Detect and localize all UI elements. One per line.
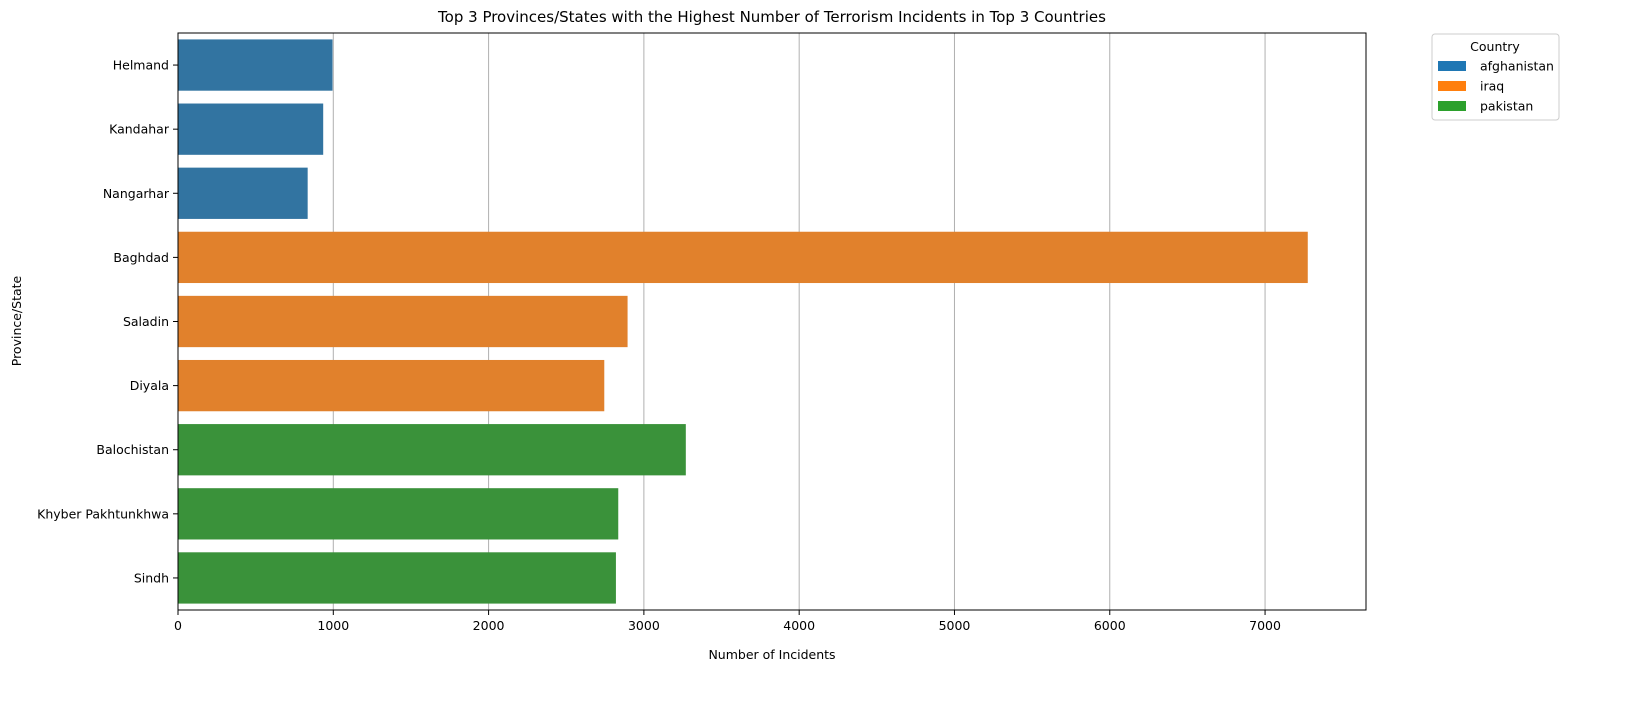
- y-tick-label: Kandahar: [109, 122, 170, 137]
- x-tick-label: 5000: [939, 618, 971, 633]
- y-tick-label: Saladin: [123, 314, 169, 329]
- bar-baghdad: [178, 231, 1308, 284]
- bar-helmand: [178, 39, 333, 91]
- x-axis-label: Number of Incidents: [708, 647, 835, 662]
- x-tick-label: 7000: [1249, 618, 1281, 633]
- y-tick-label: Diyala: [130, 378, 169, 393]
- x-tick-label: 6000: [1094, 618, 1126, 633]
- x-tick-label: 0: [174, 618, 182, 633]
- legend-label-iraq: iraq: [1480, 79, 1504, 94]
- bar-diyala: [178, 359, 605, 412]
- legend-swatch-pakistan: [1438, 101, 1466, 111]
- legend: Country afghanistan iraq pakistan: [1431, 33, 1560, 121]
- y-axis-ticks: Helmand Kandahar Nangarhar Baghdad Saladin Di…: [37, 58, 178, 585]
- y-tick-label: Sindh: [134, 570, 169, 585]
- y-axis-label: Province/State: [9, 275, 24, 366]
- bar-saladin: [178, 295, 628, 348]
- bar-balochistan: [178, 424, 686, 476]
- bars: [178, 39, 1308, 604]
- x-tick-label: 3000: [628, 618, 660, 633]
- legend-swatch-afghanistan: [1438, 61, 1466, 71]
- legend-label-afghanistan: afghanistan: [1480, 59, 1554, 74]
- legend-label-pakistan: pakistan: [1480, 99, 1533, 114]
- legend-title: Country: [1470, 39, 1520, 54]
- legend-swatch-iraq: [1438, 81, 1466, 91]
- bar-sindh: [178, 552, 616, 604]
- x-tick-label: 1000: [317, 618, 349, 633]
- y-tick-label: Khyber Pakhtunkhwa: [37, 506, 169, 521]
- y-tick-label: Balochistan: [96, 442, 169, 457]
- chart-title: Top 3 Provinces/States with the Highest …: [437, 8, 1106, 26]
- legend-frame: [1431, 33, 1560, 121]
- bar-khyber-pakhtunkhwa: [178, 488, 619, 540]
- x-tick-label: 2000: [473, 618, 505, 633]
- x-axis-ticks: 0 1000 2000 3000 4000 5000 6000 7000: [174, 610, 1281, 633]
- y-tick-label: Helmand: [113, 58, 169, 73]
- x-tick-label: 4000: [783, 618, 815, 633]
- y-tick-label: Baghdad: [113, 250, 169, 265]
- bar-kandahar: [178, 103, 324, 155]
- bar-nangarhar: [178, 167, 308, 219]
- y-tick-label: Nangarhar: [103, 186, 170, 201]
- legend-entries: afghanistan iraq pakistan: [1438, 59, 1554, 114]
